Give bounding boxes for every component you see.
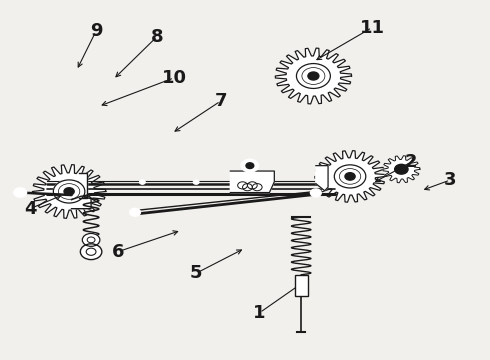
FancyBboxPatch shape [295,275,308,296]
Circle shape [252,184,262,191]
Polygon shape [383,156,420,183]
Circle shape [394,164,408,174]
Polygon shape [230,171,274,193]
Text: 11: 11 [360,19,385,37]
Circle shape [64,188,74,195]
Circle shape [14,188,26,197]
Circle shape [80,244,102,260]
Text: 3: 3 [444,171,457,189]
Text: 1: 1 [253,304,266,322]
Polygon shape [275,48,351,104]
Circle shape [334,165,366,188]
Circle shape [296,64,330,89]
Circle shape [241,159,259,172]
Circle shape [311,189,321,197]
Text: 10: 10 [162,69,187,87]
Text: 6: 6 [112,243,124,261]
Polygon shape [72,196,91,209]
Circle shape [345,173,355,180]
Text: 5: 5 [190,264,202,282]
Text: 2: 2 [405,153,417,171]
Polygon shape [79,173,87,198]
Text: 4: 4 [24,200,36,218]
Text: 8: 8 [151,28,163,46]
Polygon shape [315,150,385,202]
Circle shape [140,180,146,184]
Circle shape [130,208,141,216]
Circle shape [243,184,252,191]
Circle shape [193,180,199,184]
Text: 9: 9 [90,22,102,40]
Circle shape [238,182,247,189]
Text: 7: 7 [214,92,227,110]
Polygon shape [32,165,106,218]
Circle shape [82,233,100,246]
Circle shape [308,72,319,80]
Circle shape [246,163,254,168]
Circle shape [252,180,258,184]
Circle shape [247,182,257,189]
Polygon shape [316,166,328,191]
Circle shape [53,180,85,203]
